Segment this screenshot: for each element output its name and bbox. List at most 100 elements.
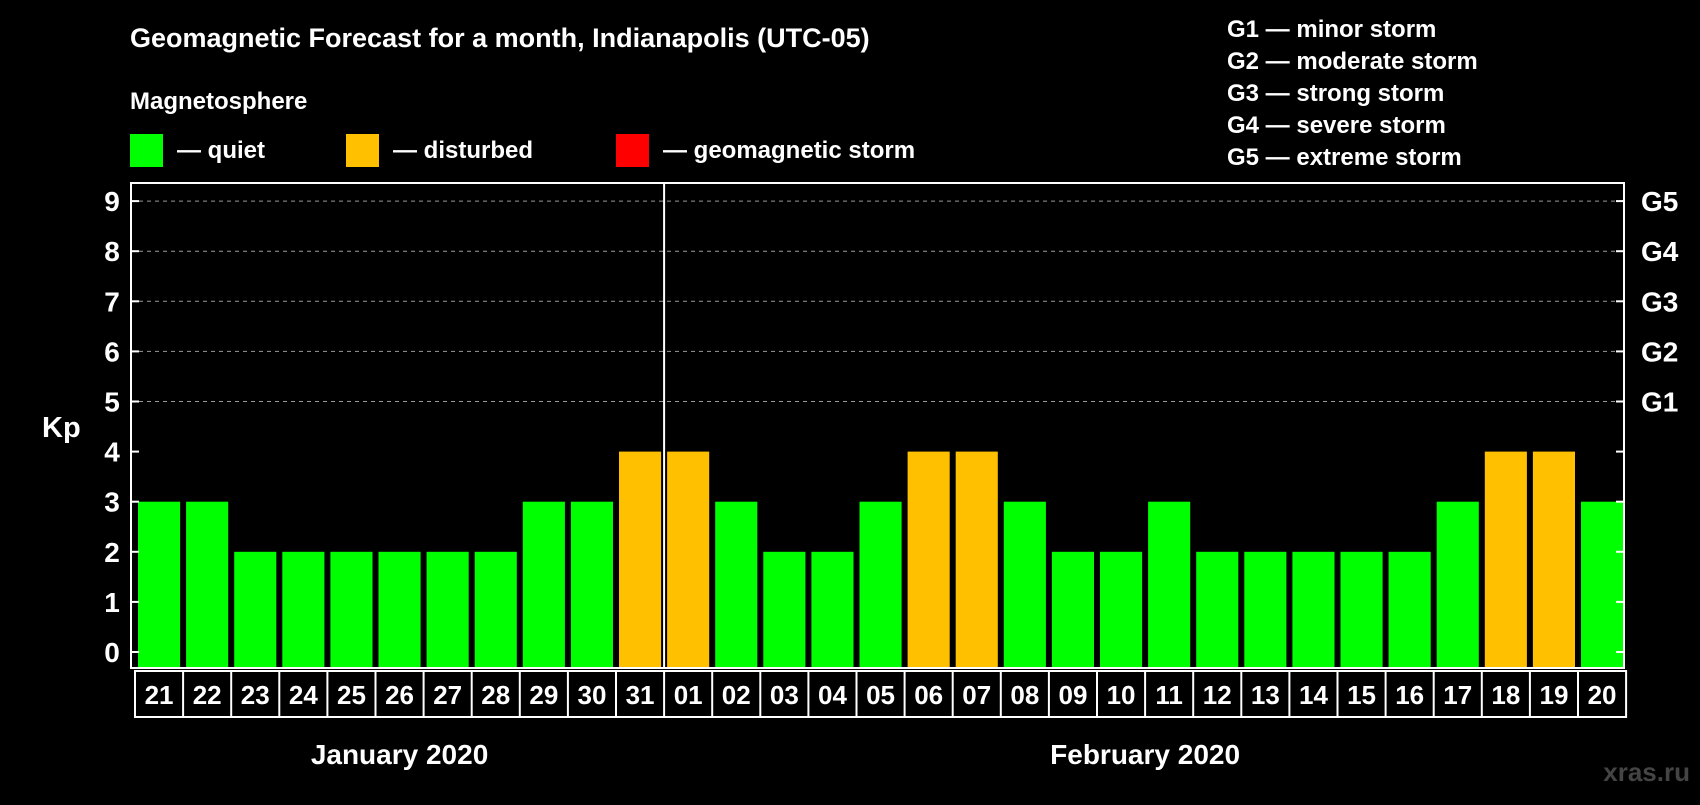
bar	[1581, 501, 1624, 668]
x-tick-label: 09	[1058, 680, 1087, 710]
storm-level-item: G5 — extreme storm	[1227, 144, 1462, 171]
x-tick-label: 01	[674, 680, 703, 710]
g-level-label: G5	[1641, 186, 1678, 217]
y-tick-label: 4	[104, 437, 120, 468]
x-axis-dates: 21 22 23 24 25 26 27 28 29 30 31 01 02 03 04 05 06 07 08 09…	[134, 670, 1628, 718]
x-tick-label: 20	[1588, 680, 1617, 710]
x-tick-label: 28	[481, 680, 510, 710]
x-tick-label: 12	[1203, 680, 1232, 710]
bar	[1340, 551, 1383, 668]
x-tick-label: 23	[241, 680, 270, 710]
bar	[186, 501, 229, 668]
bar	[763, 551, 806, 668]
bar	[811, 551, 854, 668]
watermark: xras.ru	[1603, 757, 1690, 787]
bar	[1532, 451, 1575, 668]
g-level-label: G1	[1641, 387, 1678, 418]
month-label: January 2020	[311, 739, 488, 770]
bar	[1100, 551, 1143, 668]
storm-level-item: G4 — severe storm	[1227, 112, 1446, 139]
bar	[570, 501, 613, 668]
bar	[1051, 551, 1094, 668]
x-tick-label: 15	[1347, 680, 1376, 710]
bar	[1292, 551, 1335, 668]
grid-lines	[131, 200, 1624, 402]
bar	[1388, 551, 1431, 668]
month-label: February 2020	[1050, 739, 1240, 770]
bar	[138, 501, 181, 668]
x-tick-label: 14	[1299, 680, 1328, 710]
x-tick-label: 25	[337, 680, 366, 710]
bar	[1244, 551, 1287, 668]
legend-title: Magnetosphere	[130, 88, 307, 115]
y-tick-label: 9	[104, 186, 120, 217]
y-axis-right: G1 G2 G3 G4 G5	[1616, 186, 1679, 653]
y-tick-label: 8	[104, 236, 120, 267]
x-tick-label: 02	[722, 680, 751, 710]
bar	[619, 451, 662, 668]
bar	[859, 501, 902, 668]
legend-label: — disturbed	[393, 137, 533, 164]
bar	[907, 451, 950, 668]
g-level-label: G2	[1641, 336, 1678, 367]
x-tick-label: 07	[962, 680, 991, 710]
storm-level-item: G1 — minor storm	[1227, 16, 1436, 43]
legend-label: — geomagnetic storm	[663, 137, 915, 164]
y-axis-label: Kp	[42, 412, 81, 444]
y-tick-label: 3	[104, 487, 120, 518]
y-tick-label: 2	[104, 537, 120, 568]
bar	[955, 451, 998, 668]
plot-frame	[130, 182, 1625, 669]
y-tick-label: 7	[104, 286, 120, 317]
legend: — quiet — disturbed — geomagnetic storm	[130, 134, 915, 167]
bar	[330, 551, 373, 668]
y-tick-label: 6	[104, 336, 120, 367]
x-tick-label: 29	[529, 680, 558, 710]
x-axis-months: January 2020 February 2020	[311, 739, 1240, 770]
x-tick-label: 06	[914, 680, 943, 710]
x-tick-label: 10	[1107, 680, 1136, 710]
chart-title: Geomagnetic Forecast for a month, Indian…	[130, 23, 870, 53]
x-tick-label: 19	[1539, 680, 1568, 710]
x-tick-label: 11	[1155, 680, 1183, 710]
x-tick-label: 13	[1251, 680, 1280, 710]
y-tick-label: 0	[104, 637, 120, 668]
bar	[1196, 551, 1239, 668]
y-tick-label: 5	[104, 387, 120, 418]
bar	[282, 551, 325, 668]
legend-swatch	[130, 134, 163, 167]
g-level-label: G3	[1641, 286, 1678, 317]
bar	[426, 551, 469, 668]
legend-swatch	[346, 134, 379, 167]
x-tick-label: 17	[1443, 680, 1472, 710]
date-axis-frame	[134, 670, 1628, 718]
x-tick-label: 18	[1491, 680, 1520, 710]
y-axis-left: 0 1 2 3 4 5 6 7 8 9	[104, 186, 139, 668]
bar	[522, 501, 565, 668]
x-tick-label: 31	[626, 680, 655, 710]
x-tick-label: 05	[866, 680, 895, 710]
x-tick-label: 16	[1395, 680, 1424, 710]
x-tick-label: 30	[577, 680, 606, 710]
y-tick-label: 1	[104, 587, 120, 618]
bar	[378, 551, 421, 668]
bar	[667, 451, 710, 668]
storm-level-item: G2 — moderate storm	[1227, 48, 1478, 75]
x-tick-label: 08	[1010, 680, 1039, 710]
bar	[1484, 451, 1527, 668]
bar	[474, 551, 517, 668]
x-tick-label: 04	[818, 680, 847, 710]
storm-level-item: G3 — strong storm	[1227, 80, 1444, 107]
storm-level-list: G1 — minor storm G2 — moderate storm G3 — …	[1227, 16, 1478, 171]
x-tick-label: 21	[145, 680, 174, 710]
g-level-label: G4	[1641, 236, 1679, 267]
bars	[138, 183, 1624, 668]
legend-label: — quiet	[177, 137, 265, 164]
legend-swatch	[616, 134, 649, 167]
bar	[234, 551, 277, 668]
bar	[1148, 501, 1191, 668]
x-tick-label: 24	[289, 680, 318, 710]
x-tick-label: 22	[193, 680, 222, 710]
bar	[715, 501, 758, 668]
